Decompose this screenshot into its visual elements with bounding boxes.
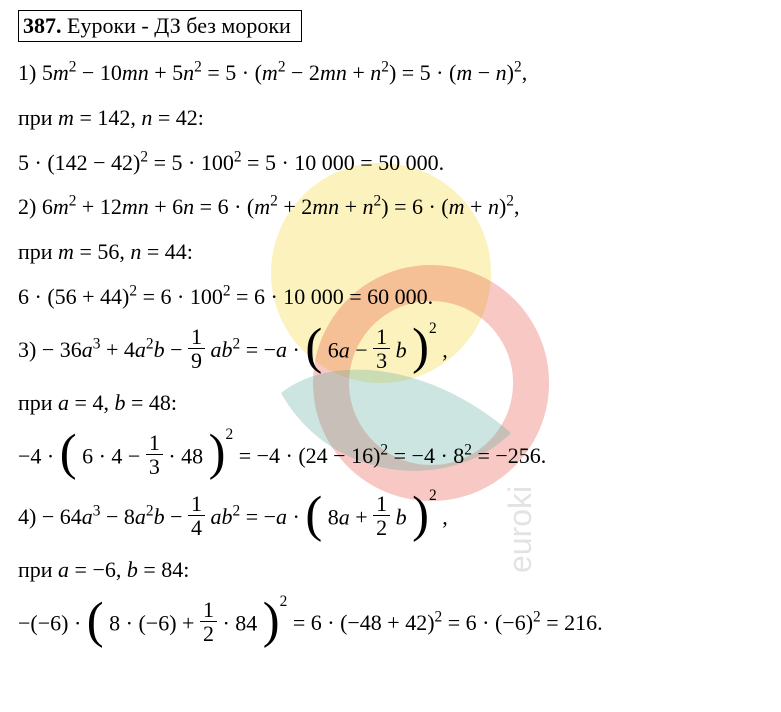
math-text: при m = 142, n = 42: — [18, 105, 204, 130]
exponent: 2 — [280, 593, 288, 610]
line-3: 5 · (142 − 42)2 = 5 · 1002 = 5 · 10 000 … — [18, 148, 763, 179]
fraction: 12 — [200, 598, 217, 645]
math-text: −4 · — [18, 443, 60, 468]
math-text: , — [442, 337, 448, 362]
line-10: 4) − 64a3 − 8a2b − 14 ab2 = −a · ( 8a + … — [18, 494, 763, 541]
math-text: 5 · (142 − 42)2 = 5 · 1002 = 5 · 10 000 … — [18, 150, 444, 175]
math-text: b — [396, 504, 407, 529]
paren-close: ) — [263, 592, 280, 648]
math-text: = 6 · (−48 + 42)2 = 6 · (−6)2 = 216. — [293, 610, 603, 635]
line-7: 3) − 36a3 + 4a2b − 19 ab2 = −a · ( 6a − … — [18, 327, 763, 374]
line-2: при m = 142, n = 42: — [18, 103, 763, 134]
math-text: при a = 4, b = 48: — [18, 390, 177, 415]
document-content: 387. Еуроки - ДЗ без мороки 1) 5m2 − 10m… — [18, 10, 763, 647]
math-text: 4) − 64a3 − 8a2b − — [18, 504, 188, 529]
line-8: при a = 4, b = 48: — [18, 388, 763, 419]
problem-number: 387. — [23, 13, 62, 38]
math-text: ab2 = −a · — [210, 337, 305, 362]
math-text: 1) 5m2 − 10mn + 5n2 = 5 · (m2 − 2mn + n2… — [18, 60, 527, 85]
paren-open: ( — [305, 486, 322, 542]
math-text: 8 · (−6) + — [109, 610, 200, 635]
paren-close: ) — [412, 486, 429, 542]
line-5: при m = 56, n = 44: — [18, 237, 763, 268]
exponent: 2 — [429, 487, 437, 504]
math-text: −(−6) · — [18, 610, 87, 635]
line-6: 6 · (56 + 44)2 = 6 · 1002 = 6 · 10 000 =… — [18, 282, 763, 313]
header-title: Еуроки - ДЗ без мороки — [67, 13, 291, 38]
paren-open: ( — [305, 318, 322, 374]
math-text: 3) − 36a3 + 4a2b − — [18, 337, 188, 362]
math-text: , — [442, 504, 448, 529]
paren-close: ) — [209, 424, 226, 480]
paren-close: ) — [412, 318, 429, 374]
math-text: b — [396, 337, 407, 362]
math-text: · 48 — [168, 443, 203, 468]
line-4: 2) 6m2 + 12mn + 6n = 6 · (m2 + 2mn + n2)… — [18, 192, 763, 223]
math-text: ab2 = −a · — [210, 504, 305, 529]
line-12: −(−6) · ( 8 · (−6) + 12 · 84 )2 = 6 · (−… — [18, 600, 763, 647]
math-text: 6a − — [328, 337, 373, 362]
fraction: 13 — [373, 325, 390, 372]
math-text: = −4 · (24 − 16)2 = −4 · 82 = −256. — [239, 443, 547, 468]
fraction: 14 — [188, 492, 205, 539]
math-text: при a = −6, b = 84: — [18, 557, 189, 582]
math-text: 8a + — [328, 504, 373, 529]
line-1: 1) 5m2 − 10mn + 5n2 = 5 · (m2 − 2mn + n2… — [18, 58, 763, 89]
fraction: 12 — [373, 492, 390, 539]
math-text: 2) 6m2 + 12mn + 6n = 6 · (m2 + 2mn + n2)… — [18, 194, 519, 219]
header-box: 387. Еуроки - ДЗ без мороки — [18, 10, 302, 42]
math-text: при m = 56, n = 44: — [18, 239, 193, 264]
fraction: 13 — [146, 431, 163, 478]
paren-open: ( — [87, 592, 104, 648]
math-text: 6 · 4 − — [82, 443, 146, 468]
line-11: при a = −6, b = 84: — [18, 555, 763, 586]
exponent: 2 — [429, 320, 437, 337]
fraction: 19 — [188, 325, 205, 372]
math-text: · 84 — [222, 610, 257, 635]
paren-open: ( — [60, 424, 77, 480]
line-9: −4 · ( 6 · 4 − 13 · 48 )2 = −4 · (24 − 1… — [18, 433, 763, 480]
math-text: 6 · (56 + 44)2 = 6 · 1002 = 6 · 10 000 =… — [18, 284, 433, 309]
exponent: 2 — [226, 426, 234, 443]
